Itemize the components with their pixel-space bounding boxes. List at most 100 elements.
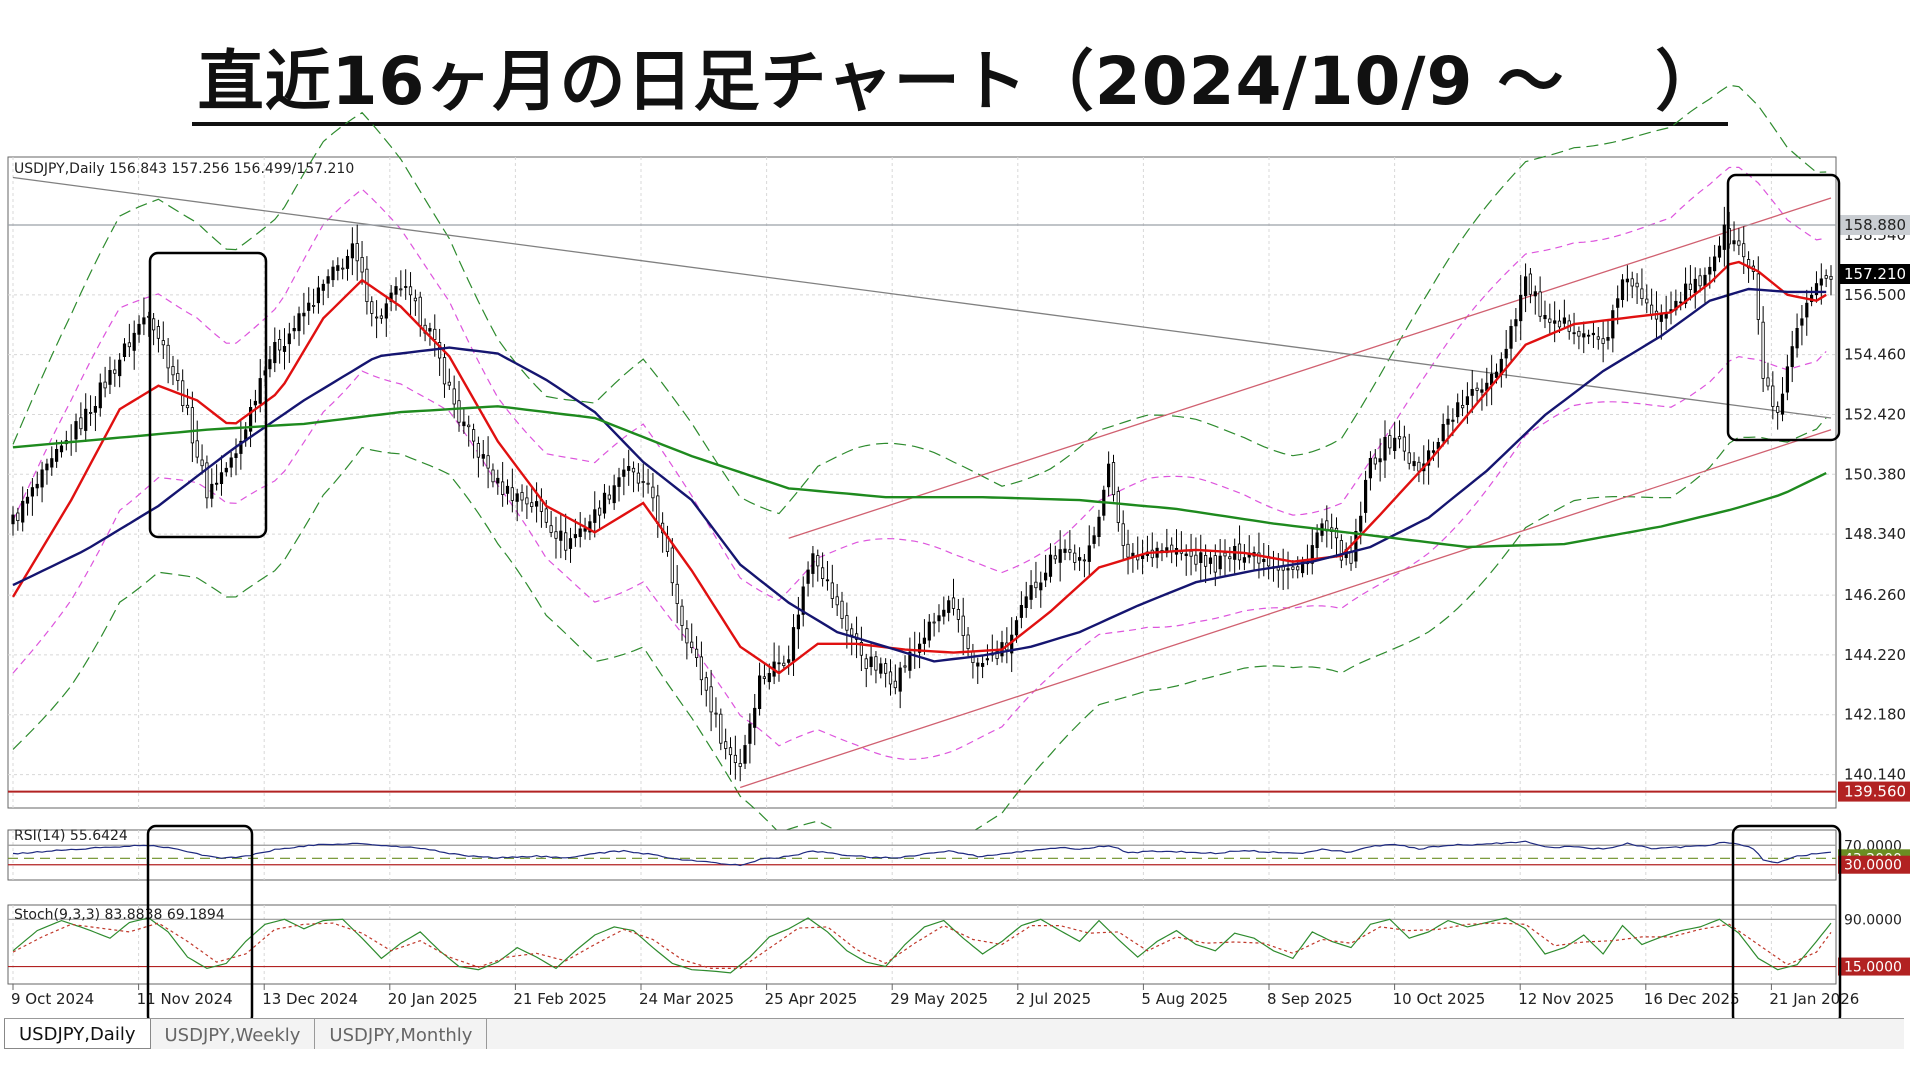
candle-body	[515, 493, 519, 502]
candle-body	[821, 567, 825, 579]
candle-body	[850, 628, 854, 636]
candle-body	[564, 532, 568, 551]
rsi-label: RSI(14) 55.6424	[14, 828, 128, 844]
candle-body	[1659, 314, 1663, 322]
candle-body	[981, 663, 985, 667]
candle-body	[1334, 527, 1339, 539]
candle-body	[394, 286, 398, 295]
candle-body	[1034, 581, 1038, 589]
candle-body	[248, 406, 253, 432]
candle-body	[118, 359, 122, 377]
candle-body	[884, 663, 888, 674]
candle-body	[1296, 566, 1300, 571]
candle-body	[355, 243, 359, 262]
candle-body	[1218, 555, 1222, 570]
candle-body	[336, 265, 340, 271]
candle-body	[30, 487, 35, 497]
x-tick-label: 11 Nov 2024	[137, 990, 233, 1008]
candle-body	[874, 656, 878, 671]
candle-body	[690, 641, 694, 648]
candle-body	[530, 502, 534, 508]
candle-body	[1078, 557, 1082, 561]
y-tick-label: 144.220	[1844, 646, 1906, 664]
candle-body	[287, 333, 291, 345]
candle-body	[908, 651, 912, 671]
candle-body	[442, 357, 447, 385]
candle-body	[1780, 393, 1785, 415]
candle-body	[1625, 278, 1629, 283]
candle-body	[1082, 559, 1086, 562]
candle-body	[1562, 317, 1566, 324]
candle-body	[956, 609, 961, 620]
candle-body	[1223, 552, 1227, 557]
candle-body	[1688, 283, 1692, 291]
candle-body	[893, 680, 897, 689]
candle-body	[1412, 461, 1416, 467]
candle-body	[1291, 566, 1295, 570]
candle-body	[1242, 557, 1246, 563]
candle-body	[1475, 387, 1479, 391]
candle-body	[951, 597, 956, 609]
candle-body	[1150, 549, 1154, 559]
candle-body	[549, 525, 553, 533]
candle-body	[1451, 419, 1455, 422]
y-tick-label: 150.380	[1844, 465, 1906, 483]
candle-body	[161, 340, 165, 346]
axes: 140.140 142.180 144.220 146.260 148.340 150.3…	[8, 215, 1910, 1008]
y-tick-label: 148.340	[1844, 525, 1906, 543]
candle-body	[1620, 279, 1625, 300]
candle-body	[573, 534, 578, 539]
x-tick-label: 8 Sep 2025	[1267, 990, 1353, 1008]
candle-body	[1543, 314, 1547, 320]
candle-body	[486, 455, 490, 469]
candle-body	[1664, 313, 1668, 319]
candle-body	[1373, 457, 1377, 465]
candle-body	[728, 747, 733, 756]
y-tick-label: 156.500	[1844, 286, 1906, 304]
tab-usdjpy-weekly[interactable]: USDJPY,Weekly	[151, 1019, 316, 1049]
tab-usdjpy-monthly[interactable]: USDJPY,Monthly	[315, 1019, 488, 1049]
candle-body	[903, 665, 907, 668]
stoch-level-label: 15.0000	[1844, 960, 1902, 976]
candle-body	[181, 380, 185, 406]
candle-body	[1790, 346, 1794, 368]
candle-body	[1829, 275, 1833, 280]
candle-body	[1388, 435, 1392, 449]
candle-body	[675, 583, 679, 604]
x-tick-label: 24 Mar 2025	[639, 990, 734, 1008]
candle-body	[35, 483, 39, 489]
candle-body	[525, 497, 529, 505]
candle-body	[1577, 330, 1581, 337]
candle-body	[782, 662, 786, 667]
candle-body	[1053, 555, 1057, 560]
candle-body	[491, 469, 495, 483]
tab-usdjpy-daily[interactable]: USDJPY,Daily	[4, 1019, 151, 1049]
candle-body	[641, 481, 645, 483]
candle-body	[864, 658, 868, 669]
x-tick-label: 20 Jan 2025	[388, 990, 478, 1008]
y-tick-label: 146.260	[1844, 586, 1906, 604]
upper-channel	[788, 197, 1832, 539]
candle-body	[1596, 336, 1600, 340]
candle-body	[1019, 605, 1024, 618]
candle-body	[1189, 550, 1193, 557]
candle-body	[1397, 436, 1402, 440]
candle-body	[84, 408, 88, 431]
price-tag-bg	[1838, 215, 1910, 236]
candle-body	[496, 477, 500, 484]
candle-body	[1606, 336, 1610, 341]
candle-body	[656, 495, 660, 524]
candle-body	[1199, 552, 1203, 564]
candle-body	[302, 312, 306, 317]
candle-body	[437, 342, 442, 359]
candle-body	[898, 667, 902, 692]
candle-body	[1766, 377, 1770, 387]
candle-body	[311, 304, 316, 307]
candle-body	[1039, 582, 1043, 591]
candle-body	[1257, 552, 1261, 564]
candle-body	[1572, 332, 1576, 335]
candle-body	[738, 763, 742, 767]
candle-body	[617, 477, 621, 487]
candle-body	[1087, 545, 1091, 562]
candle-body	[500, 481, 505, 495]
